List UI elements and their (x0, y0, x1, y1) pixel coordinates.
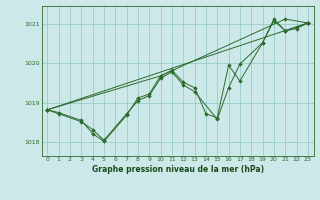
X-axis label: Graphe pression niveau de la mer (hPa): Graphe pression niveau de la mer (hPa) (92, 165, 264, 174)
